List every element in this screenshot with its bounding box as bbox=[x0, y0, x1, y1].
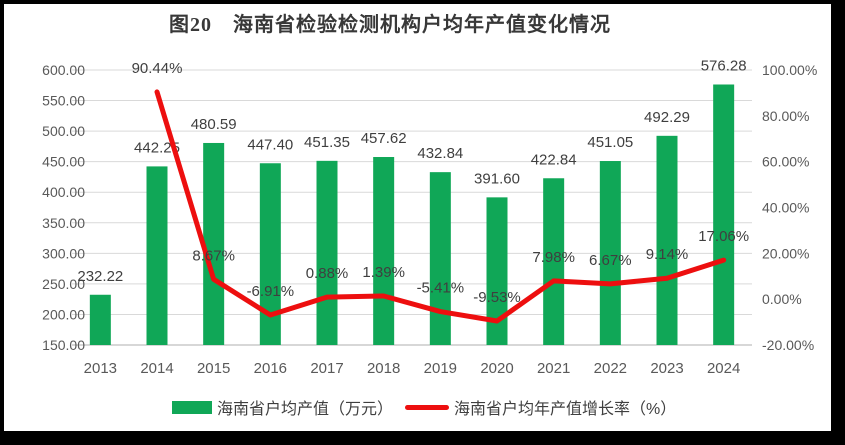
bar-2018 bbox=[373, 157, 395, 345]
line-data-label: 9.14% bbox=[646, 246, 689, 263]
right-axis-tick-label: 0.00% bbox=[762, 291, 802, 307]
bar-2013 bbox=[89, 294, 111, 345]
left-axis-tick-label: 500.00 bbox=[42, 123, 85, 139]
x-axis-category-label: 2022 bbox=[594, 360, 627, 377]
line-data-label: 1.39% bbox=[362, 264, 405, 281]
left-axis-tick-label: 550.00 bbox=[42, 93, 85, 109]
bar-2015 bbox=[203, 142, 225, 345]
left-axis-tick-label: 250.00 bbox=[42, 276, 85, 292]
bar-2019 bbox=[429, 172, 451, 345]
bar-data-label: 232.22 bbox=[77, 268, 123, 285]
line-data-label: -5.41% bbox=[417, 280, 465, 297]
left-axis-tick-label: 150.00 bbox=[42, 337, 85, 353]
x-axis-category-label: 2023 bbox=[650, 360, 683, 377]
line-data-label: 8.67% bbox=[192, 247, 235, 264]
x-axis-category-label: 2016 bbox=[254, 360, 287, 377]
line-data-label: 7.98% bbox=[532, 249, 575, 266]
left-axis-tick-label: 400.00 bbox=[42, 184, 85, 200]
right-axis-tick-label: 60.00% bbox=[762, 154, 809, 170]
right-axis-tick-label: 100.00% bbox=[762, 62, 817, 78]
x-axis-category-label: 2017 bbox=[310, 360, 343, 377]
bar-2017 bbox=[316, 160, 338, 345]
bar-data-label: 492.29 bbox=[644, 109, 690, 126]
left-axis-tick-label: 600.00 bbox=[42, 62, 85, 78]
bar-data-label: 442.25 bbox=[134, 139, 180, 156]
bar-2022 bbox=[599, 161, 621, 345]
line-data-label: 6.67% bbox=[589, 252, 632, 269]
right-axis-tick-label: 80.00% bbox=[762, 108, 809, 124]
right-axis-tick-label: 20.00% bbox=[762, 245, 809, 261]
bar-data-label: 422.84 bbox=[531, 151, 577, 168]
bar-2020 bbox=[486, 197, 508, 345]
left-axis-tick-label: 200.00 bbox=[42, 306, 85, 322]
bar-data-label: 432.84 bbox=[417, 145, 463, 162]
bar-data-label: 451.05 bbox=[587, 134, 633, 151]
line-series-swatch-icon bbox=[405, 404, 450, 410]
x-axis-category-label: 2019 bbox=[424, 360, 457, 377]
x-axis-category-label: 2020 bbox=[480, 360, 513, 377]
legend-label-bar: 海南省户均产值（万元） bbox=[217, 401, 394, 418]
legend-label-line: 海南省户均年产值增长率（%） bbox=[454, 401, 677, 418]
x-axis-category-label: 2021 bbox=[537, 360, 570, 377]
line-data-label: 0.88% bbox=[306, 265, 349, 282]
bar-data-label: 576.28 bbox=[701, 57, 747, 74]
bar-2021 bbox=[543, 178, 565, 345]
right-axis-tick-label: -20.00% bbox=[762, 337, 814, 353]
legend-item-line: 海南省户均年产值增长率（%） bbox=[405, 395, 676, 419]
line-data-label: 90.44% bbox=[132, 60, 183, 77]
left-axis-tick-label: 350.00 bbox=[42, 215, 85, 231]
bar-data-label: 457.62 bbox=[361, 130, 407, 147]
left-axis-tick-label: 450.00 bbox=[42, 154, 85, 170]
growth-rate-line bbox=[154, 89, 727, 324]
x-axis-category-label: 2018 bbox=[367, 360, 400, 377]
bar-series-swatch-icon bbox=[172, 400, 212, 414]
legend-item-bar: 海南省户均产值（万元） bbox=[172, 395, 393, 419]
left-axis-tick-label: 300.00 bbox=[42, 245, 85, 261]
bar-2023 bbox=[656, 135, 678, 345]
chart-background bbox=[4, 4, 831, 431]
x-axis-category-label: 2014 bbox=[140, 360, 173, 377]
bar-data-label: 391.60 bbox=[474, 170, 520, 187]
x-axis-category-label: 2015 bbox=[197, 360, 230, 377]
bar-data-label: 447.40 bbox=[247, 136, 293, 153]
bar-data-label: 480.59 bbox=[191, 116, 237, 133]
bar-2016 bbox=[259, 163, 281, 345]
bar-data-label: 451.35 bbox=[304, 134, 350, 151]
legend: 海南省户均产值（万元） 海南省户均年产值增长率（%） bbox=[172, 395, 676, 419]
line-data-label: -6.91% bbox=[247, 283, 295, 300]
line-data-label: 17.06% bbox=[698, 228, 749, 245]
x-axis-category-label: 2013 bbox=[84, 360, 117, 377]
line-data-label: -9.53% bbox=[473, 289, 521, 306]
chart-title: 图20 海南省检验检测机构户均年产值变化情况 bbox=[169, 14, 611, 36]
right-axis-tick-label: 40.00% bbox=[762, 200, 809, 216]
bar-2024 bbox=[713, 84, 735, 346]
x-axis-category-label: 2024 bbox=[707, 360, 740, 377]
bar-2014 bbox=[146, 166, 168, 345]
